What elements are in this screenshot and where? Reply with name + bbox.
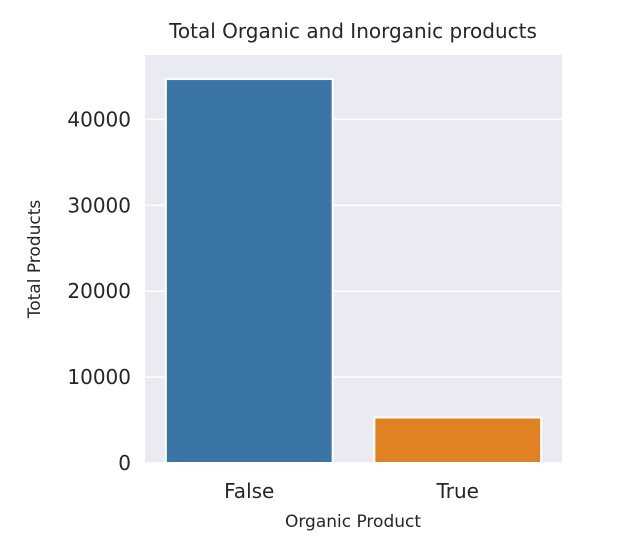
x-tick-label: False xyxy=(224,479,274,503)
bar-true xyxy=(373,416,543,465)
bars xyxy=(164,78,543,465)
y-axis-label: Total Products xyxy=(25,200,45,320)
y-tick-label: 10000 xyxy=(67,365,131,389)
x-axis-label: Organic Product xyxy=(285,512,421,532)
x-axis-ticks: False True xyxy=(224,479,479,503)
y-tick-label: 20000 xyxy=(67,279,131,303)
y-tick-label: 0 xyxy=(118,451,131,475)
y-tick-label: 30000 xyxy=(67,193,131,217)
chart-title: Total Organic and Inorganic products xyxy=(168,19,537,43)
y-tick-label: 40000 xyxy=(67,107,131,131)
x-tick-label: True xyxy=(436,479,479,503)
bar-false xyxy=(164,78,334,464)
y-axis-ticks: 0 10000 20000 30000 40000 xyxy=(67,107,131,475)
